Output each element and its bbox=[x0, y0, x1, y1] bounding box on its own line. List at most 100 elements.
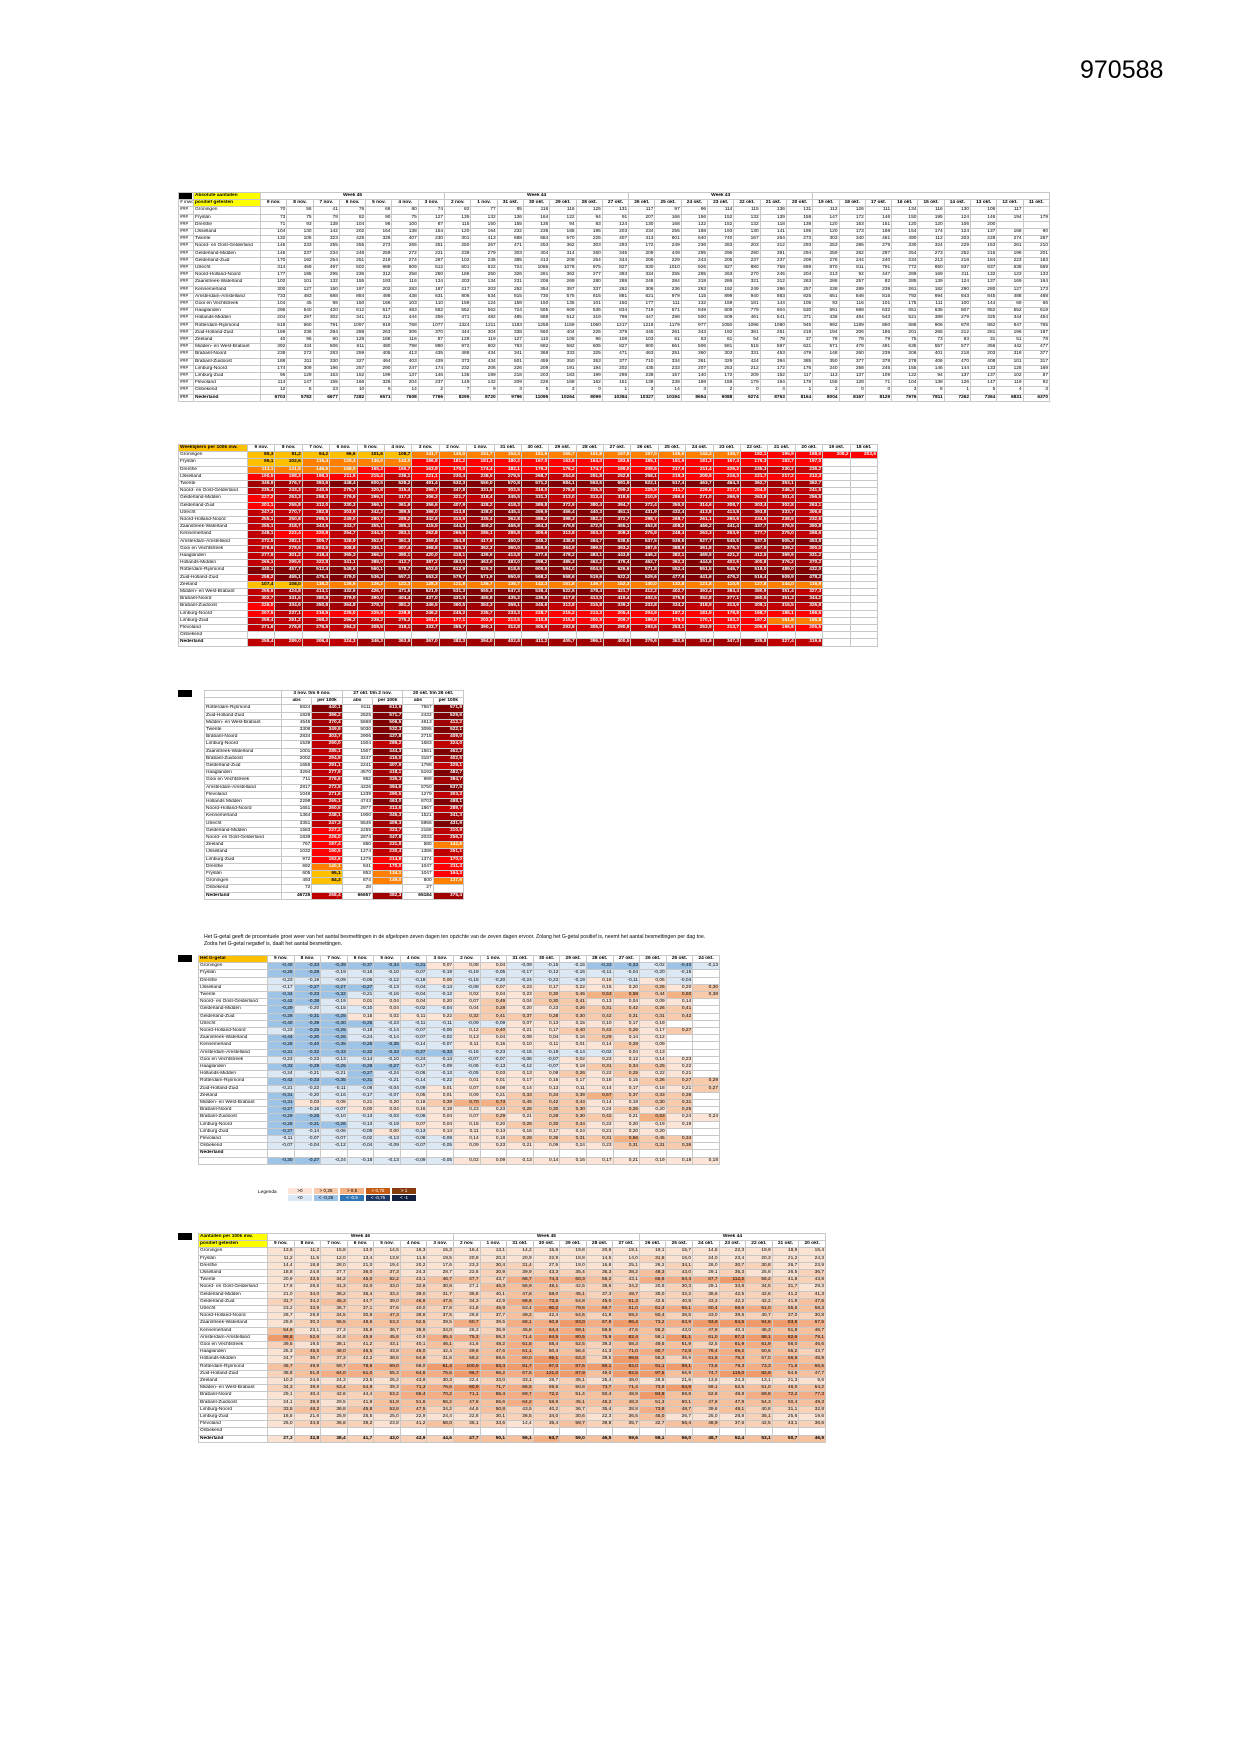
g-cell: 0,13 bbox=[532, 1084, 561, 1093]
rate-cell: 199,3 bbox=[301, 472, 331, 482]
count-cell: 841 bbox=[341, 862, 373, 872]
count-cell: 83 bbox=[575, 220, 603, 230]
count-cell: 131 bbox=[601, 206, 630, 215]
g-cell bbox=[692, 1149, 720, 1158]
rate-cell: 40,4 bbox=[293, 1391, 322, 1400]
rate-cell: 37,7 bbox=[479, 1312, 508, 1321]
rate-cell: 276,6 bbox=[301, 624, 331, 633]
count-cell: 239 bbox=[864, 285, 893, 294]
table-row: Twente 349,9 376,7 393,6 448,4 600,5 528,2 491,… bbox=[178, 480, 879, 489]
g-cell bbox=[692, 969, 720, 978]
table-row: Rotterdam-Rijnmond 46,7 49,9 59,7 78,6 69,0 58… bbox=[198, 1362, 826, 1371]
region-name: IJsselland bbox=[178, 472, 248, 482]
count-cell: 288 bbox=[601, 278, 630, 287]
g-cell: 0,12 bbox=[639, 1034, 667, 1043]
count-cell: 125 bbox=[996, 364, 1024, 374]
count-cell: 874 bbox=[341, 877, 373, 886]
count-cell: 438 bbox=[391, 292, 419, 302]
rate-cell bbox=[822, 480, 851, 489]
table-row: Groningen 13,5 11,2 15,8 13,0 14,5 16,3 15,3 16,… bbox=[198, 1247, 826, 1256]
count-cell: 218 bbox=[496, 372, 524, 381]
rate-cell: 55,6 bbox=[479, 1398, 508, 1407]
count-cell: 408 bbox=[970, 357, 998, 366]
rate-cell: 42,2 bbox=[346, 1355, 375, 1364]
rate-cell bbox=[849, 458, 879, 467]
rate-cell: 30,8 bbox=[346, 1312, 375, 1321]
count-cell: 3187 bbox=[402, 754, 434, 764]
count-cell: 135 bbox=[549, 300, 577, 309]
rate-cell: 24,3 bbox=[399, 1269, 428, 1278]
rate-cell: 402,5 bbox=[630, 595, 659, 604]
rate-cell: 551,5 bbox=[685, 566, 714, 575]
rate-cell: 459,9 bbox=[520, 508, 550, 518]
date-header: 6 nov. bbox=[346, 954, 375, 964]
g-cell: -0,09 bbox=[506, 962, 534, 971]
rate-cell: 27,3 bbox=[320, 1326, 348, 1335]
rate-cell: 485,3 bbox=[548, 559, 577, 568]
count-cell: 31 bbox=[970, 336, 998, 345]
count-cell: 899 bbox=[707, 292, 735, 302]
count-cell: 5668 bbox=[341, 718, 373, 728]
g-cell: -0,02 bbox=[639, 962, 667, 971]
rate-cell: 151,8 bbox=[575, 451, 605, 460]
count-cell: 471 bbox=[444, 314, 472, 323]
count-cell: 767 bbox=[280, 841, 313, 850]
count-cell: 1258 bbox=[522, 321, 551, 330]
table-row: ### Rotterdam-Rijnmond 618 660 791 1097 919 768… bbox=[178, 321, 1051, 330]
rate-cell: 35,4 bbox=[559, 1269, 587, 1278]
count-cell: 103 bbox=[628, 336, 656, 345]
rate-cell: 228,9 bbox=[383, 609, 413, 618]
rate-cell: 34,2 bbox=[293, 1297, 322, 1307]
count-cell: 255 bbox=[654, 228, 682, 237]
rate-cell: 236,1 bbox=[383, 472, 413, 482]
rate-cell: 75,3 bbox=[452, 1333, 481, 1343]
count-cell: 73 bbox=[917, 336, 945, 345]
count-cell: 169 bbox=[1022, 364, 1051, 374]
rate-cell: 318,4 bbox=[301, 552, 331, 561]
rate-cell: 152,3 bbox=[603, 580, 632, 590]
rate-cell: 27,3 bbox=[267, 1434, 295, 1443]
rate-cell: 550,9 bbox=[493, 573, 522, 582]
g-cell: -0,09 bbox=[453, 1019, 481, 1029]
rate-cell: 100,9 bbox=[452, 1362, 481, 1371]
table-row: Onbekend bbox=[198, 1427, 826, 1436]
date-header: 3 nov. bbox=[426, 1240, 454, 1249]
count-cell: 263 bbox=[680, 285, 709, 294]
rate-cell: 334,6 bbox=[274, 602, 303, 611]
g-cell: -0,02 bbox=[585, 1048, 614, 1057]
count-cell: 127 bbox=[496, 336, 524, 345]
count-cell: 115 bbox=[733, 206, 761, 215]
count-cell: 4 bbox=[996, 386, 1024, 395]
count-cell: 122 bbox=[891, 372, 919, 381]
rate-cell: 278,8 bbox=[548, 487, 577, 496]
rate-cell: 289,7 bbox=[432, 805, 465, 814]
region-name: Flevoland bbox=[198, 1420, 268, 1429]
g-cell: -0,19 bbox=[453, 969, 481, 978]
g-cell: -0,35 bbox=[373, 1041, 401, 1050]
table-row: ### Zuid-Holland-Zuid 169 236 294 288 263 306 37… bbox=[178, 328, 1051, 338]
table-row: Fryslân 11,2 11,5 12,0 13,4 13,8 11,5 19,5 20,8 2… bbox=[198, 1254, 826, 1263]
region-name: Noord- en Oost-Gelderland bbox=[198, 998, 268, 1007]
count-cell: 78 bbox=[759, 336, 787, 345]
count-cell: 5030 bbox=[341, 726, 373, 735]
count-cell: 306 bbox=[628, 285, 656, 294]
count-cell: 199 bbox=[470, 372, 498, 381]
rate-cell: 45,9 bbox=[479, 1305, 508, 1314]
rate-cell: 207,5 bbox=[246, 609, 276, 618]
rate-cell bbox=[479, 1427, 508, 1436]
rate-cell: 25,0 bbox=[692, 1413, 720, 1422]
count-cell: 303 bbox=[707, 350, 735, 359]
region-name: Gelderland-Midden bbox=[198, 1290, 268, 1299]
rate-cell: 69,2 bbox=[718, 1348, 747, 1357]
date-header: 9 nov. bbox=[267, 954, 295, 964]
count-cell: 404 bbox=[522, 249, 551, 258]
g-cell: 0,21 bbox=[346, 1099, 375, 1108]
count-cell: 147 bbox=[970, 379, 998, 388]
count-cell: 830 bbox=[628, 264, 656, 273]
rate-cell: 282,8 bbox=[301, 508, 331, 518]
g-cell: 0,41 bbox=[665, 1005, 694, 1014]
g-cell: 0,09 bbox=[320, 1099, 348, 1108]
g-cell bbox=[692, 976, 720, 985]
count-cell: 488 bbox=[444, 350, 472, 359]
count-cell: 177 bbox=[259, 271, 288, 280]
